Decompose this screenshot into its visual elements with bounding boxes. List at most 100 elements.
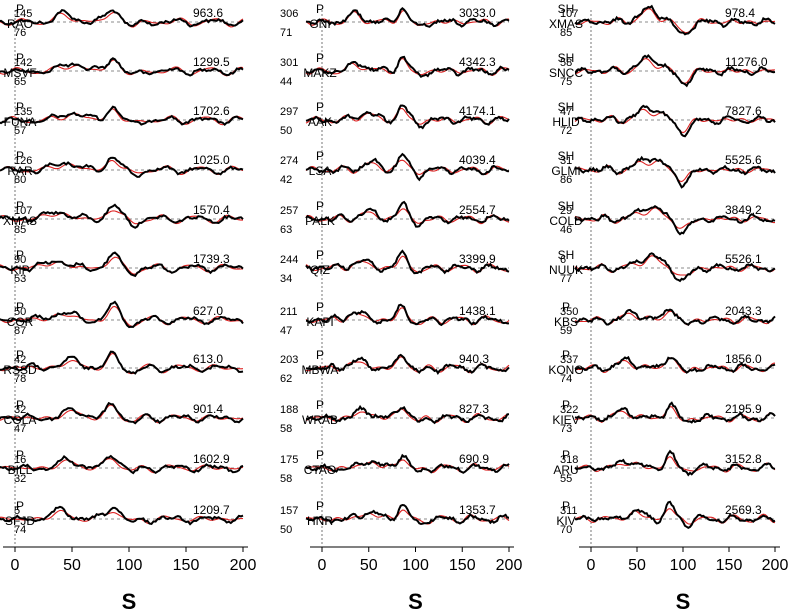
observed-trace — [0, 203, 244, 229]
station-label: PALK — [305, 214, 335, 228]
amplitude-label: 1570.4 — [193, 203, 230, 217]
synthetic-trace — [0, 458, 244, 474]
station-label: KAPI — [306, 315, 333, 329]
observed-trace — [0, 401, 244, 425]
distance-label: 58 — [280, 423, 292, 435]
phase-label: P — [316, 100, 324, 114]
distance-label: 74 — [560, 373, 572, 385]
azimuth-label: 301 — [280, 57, 298, 69]
station-label: BILL — [8, 463, 33, 477]
observed-trace — [305, 353, 510, 375]
phase-label: SH — [558, 100, 575, 114]
observed-trace — [0, 57, 244, 77]
observed-trace — [0, 9, 244, 28]
phase-label: P — [316, 348, 324, 362]
observed-trace — [0, 156, 244, 178]
observed-trace — [0, 350, 244, 375]
station-label: GLMI — [551, 164, 580, 178]
phase-label: P — [16, 499, 24, 513]
x-tick-label: 100 — [116, 557, 143, 574]
phase-label: P — [316, 199, 324, 213]
station-label: KIV — [556, 514, 575, 528]
azimuth-label: 211 — [280, 306, 298, 318]
amplitude-label: 1739.3 — [193, 252, 230, 266]
azimuth-label: 145 — [14, 8, 32, 20]
observed-trace — [0, 454, 244, 475]
azimuth-label: 6 — [560, 254, 566, 266]
station-label: COR — [7, 315, 34, 329]
distance-label: 63 — [280, 224, 292, 236]
phase-label: P — [562, 398, 570, 412]
station-label: MSVF — [3, 66, 36, 80]
x-tick-label: 0 — [587, 557, 596, 574]
observed-trace — [574, 449, 776, 477]
amplitude-label: 627.0 — [193, 304, 223, 318]
distance-label: 85 — [14, 224, 26, 236]
observed-trace — [574, 401, 776, 424]
distance-label: 73 — [560, 423, 572, 435]
azimuth-label: 350 — [560, 306, 578, 318]
station-label: HNR — [307, 514, 333, 528]
azimuth-label: 42 — [14, 354, 26, 366]
station-label: GNI — [309, 17, 330, 31]
observed-trace — [305, 6, 510, 28]
phase-label: P — [16, 100, 24, 114]
panel-right: SHXMAS10785978.4SHSNCC587511276.0SHHLID4… — [548, 2, 788, 609]
observed-trace — [305, 503, 509, 526]
x-tick-label: 50 — [628, 557, 646, 574]
azimuth-label: 90 — [14, 254, 26, 266]
observed-trace — [574, 4, 776, 36]
azimuth-label: 337 — [560, 354, 578, 366]
azimuth-label: 311 — [560, 505, 578, 517]
phase-label: P — [16, 398, 24, 412]
azimuth-label: 322 — [560, 404, 578, 416]
x-tick-label: 50 — [360, 557, 378, 574]
distance-label: 50 — [280, 524, 292, 536]
station-label: KIEV — [552, 413, 579, 427]
observed-trace — [574, 204, 776, 236]
distance-label: 80 — [14, 174, 26, 186]
station-label: KBS — [554, 315, 578, 329]
observed-trace — [305, 55, 510, 78]
station-label: MAKZ — [303, 66, 336, 80]
station-label: CTAO — [304, 463, 336, 477]
amplitude-label: 690.9 — [459, 452, 489, 466]
phase-label: P — [16, 248, 24, 262]
distance-label: 34 — [280, 273, 292, 285]
distance-label: 65 — [14, 76, 26, 88]
amplitude-label: 1856.0 — [725, 352, 762, 366]
amplitude-label: 1353.7 — [459, 503, 496, 517]
x-tick-label: 150 — [173, 557, 200, 574]
amplitude-label: 1438.1 — [459, 304, 496, 318]
synthetic-trace — [0, 509, 244, 525]
panel-left: PRAO14576963.6PMSVF142651299.5PFUNA13557… — [0, 2, 256, 609]
synthetic-trace — [574, 508, 776, 525]
azimuth-label: 244 — [280, 254, 298, 266]
phase-label: P — [562, 499, 570, 513]
station-label: KONO — [548, 363, 583, 377]
phase-label: P — [316, 398, 324, 412]
station-label: SNCC — [549, 66, 583, 80]
x-tick-label: 200 — [762, 557, 789, 574]
phase-label: P — [562, 300, 570, 314]
synthetic-trace — [574, 455, 776, 473]
azimuth-label: 157 — [280, 505, 298, 517]
distance-label: 59 — [560, 325, 572, 337]
x-tick-label: 50 — [63, 557, 81, 574]
amplitude-label: 11276.0 — [725, 55, 768, 69]
station-label: HLID — [552, 115, 580, 129]
observed-trace — [574, 308, 776, 326]
